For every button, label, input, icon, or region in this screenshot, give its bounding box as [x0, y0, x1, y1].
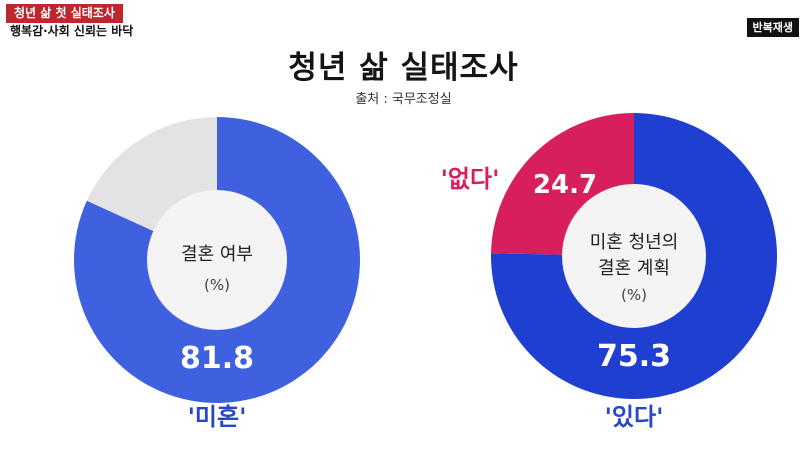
center-label-line2: 결혼 계획 — [598, 258, 670, 279]
category-label-no: '없다' — [441, 165, 500, 193]
category-label-yes: '있다' — [605, 403, 664, 431]
category-label-single: '미혼' — [188, 403, 247, 431]
value-label-yes: 75.3 — [597, 339, 671, 374]
value-label-single: 81.8 — [180, 341, 254, 376]
donut-marriage-plan: 미혼 청년의 결혼 계획 (%) 75.3 24.7 '있다' '없다' — [441, 113, 778, 431]
donut-hole — [562, 184, 706, 328]
news-topic-badge: 청년 삶 첫 실태조사 — [6, 4, 123, 23]
center-unit-label: (%) — [621, 286, 647, 304]
center-unit-label: (%) — [204, 276, 230, 294]
center-label: 결혼 여부 — [181, 244, 253, 265]
replay-badge: 반복재생 — [746, 18, 799, 37]
donut-marital-status: 결혼 여부 (%) 81.8 '미혼' — [73, 116, 360, 431]
source-label: 출처 : 국무조정실 — [355, 92, 452, 107]
news-subtitle: 행복감·사회 신뢰는 바닥 — [10, 24, 134, 38]
donut-hole — [147, 190, 287, 330]
chart-title: 청년 삶 실태조사 — [288, 50, 519, 86]
center-label-line1: 미혼 청년의 — [590, 232, 679, 253]
value-label-no: 24.7 — [533, 170, 597, 200]
